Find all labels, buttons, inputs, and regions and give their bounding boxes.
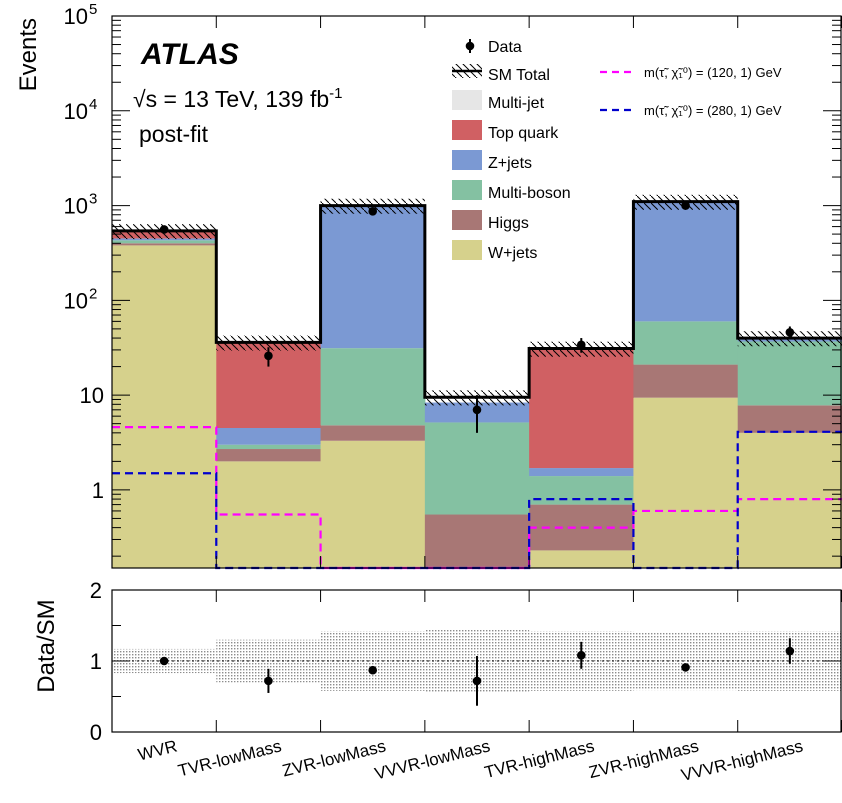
ratio-points — [159, 638, 795, 706]
bar-w-jets-zvr-lowmass — [320, 440, 426, 568]
legend-label-w-jets: W+jets — [488, 245, 537, 262]
ratio-tick-label: 0 — [90, 720, 102, 745]
ratio-point-zvr-lowmass — [368, 665, 378, 675]
legend-data-label: Data — [488, 39, 522, 56]
bar-z-jets-zvr-lowmass — [320, 206, 426, 349]
legend-label-higgs: Higgs — [488, 215, 529, 232]
legend-label-z-jets: Z+jets — [488, 155, 532, 172]
bar-z-jets-wvr — [112, 238, 217, 241]
signal-line-2 — [112, 430, 842, 570]
bar-w-jets-vvvr-highmass — [737, 432, 842, 568]
ratio-axis-title: Data/SM — [33, 599, 60, 692]
bar-higgs-wvr — [112, 243, 217, 246]
bar-z-jets-tvr-highmass — [529, 468, 634, 477]
x-label-tvr-lowmass: TVR-lowMass — [176, 736, 283, 780]
y-tick-label: 10 — [64, 194, 88, 219]
ratio-axis-ticks: 0 1 2 — [90, 578, 841, 745]
bar-top-quark-tvr-highmass — [529, 348, 634, 469]
signal-lines — [112, 425, 842, 570]
bar-multi-boson-zvr-lowmass — [320, 348, 426, 426]
bar-multi-boson-vvvr-lowmass — [424, 422, 530, 515]
legend: Data SM Total Multi-jet Top quark Z+jets Mult… — [452, 39, 782, 262]
bar-multi-boson-tvr-highmass — [529, 476, 634, 505]
legend-swatch-w-jets — [452, 240, 482, 260]
y-tick-label-exp: 5 — [89, 1, 97, 18]
stacked-bars — [112, 202, 842, 568]
x-label-wvr: WVR — [136, 736, 179, 764]
ratio-point-tvr-highmass — [576, 651, 586, 660]
bar-w-jets-wvr — [112, 245, 217, 568]
legend-label-multi-boson: Multi-boson — [488, 185, 571, 202]
legend-signal-label-1: m(τ̃, χ̃₁⁰) = (120, 1) GeV — [644, 65, 782, 80]
legend-signal-label-2: m(τ̃, χ̃₁⁰) = (280, 1) GeV — [644, 103, 782, 118]
legend-swatch-top-quark — [452, 120, 482, 140]
top-frame — [111, 15, 842, 569]
x-label-zvr-lowmass: ZVR-lowMass — [280, 736, 387, 780]
legend-swatch-multi-jet — [452, 90, 482, 110]
y-tick-label: 10 — [64, 288, 88, 313]
data-point-tvr-lowmass — [264, 351, 273, 361]
bar-higgs-vvvr-lowmass — [424, 514, 530, 568]
bar-w-jets-tvr-highmass — [529, 550, 634, 568]
legend-sm-label: SM Total — [488, 67, 550, 84]
data-point-zvr-lowmass — [368, 206, 378, 216]
bar-z-jets-zvr-highmass — [633, 202, 739, 322]
bar-multi-boson-zvr-highmass — [633, 321, 739, 365]
y-tick-label: 10 — [80, 383, 104, 408]
y-tick-label-exp: 3 — [89, 191, 97, 208]
data-point-vvvr-lowmass — [472, 405, 482, 415]
legend-swatch-higgs — [452, 210, 482, 230]
bar-higgs-zvr-lowmass — [320, 425, 426, 441]
y-tick-label: 10 — [64, 4, 88, 29]
x-axis-labels: WVRTVR-lowMassZVR-lowMassVVVR-lowMassTVR… — [136, 736, 805, 785]
legend-swatch-z-jets — [452, 150, 482, 170]
data-point-wvr — [159, 225, 169, 234]
data-point-tvr-highmass — [576, 340, 586, 350]
data-point-vvvr-highmass — [785, 328, 795, 337]
ratio-tick-label: 1 — [90, 649, 102, 674]
ratio-point-wvr — [159, 656, 169, 666]
status-label: post-fit — [139, 121, 209, 147]
energy-label-sup: -1 — [329, 85, 342, 102]
legend-swatch-multi-boson — [452, 180, 482, 200]
x-label-vvvr-highmass: VVVR-highMass — [679, 736, 805, 785]
data-point-zvr-highmass — [681, 201, 690, 210]
ratio-band-zvr-highmass — [633, 631, 738, 691]
energy-label: √s = 13 TeV, 139 fb-1 — [133, 85, 342, 112]
legend-label-top-quark: Top quark — [488, 125, 559, 142]
x-label-vvvr-lowmass: VVVR-lowMass — [373, 736, 492, 783]
bar-multi-boson-vvvr-highmass — [737, 341, 842, 406]
bar-z-jets-tvr-lowmass — [216, 427, 322, 445]
ratio-tick-label: 2 — [90, 578, 102, 603]
bar-higgs-tvr-lowmass — [216, 449, 322, 462]
ratio-point-vvvr-highmass — [785, 646, 795, 656]
bar-higgs-vvvr-highmass — [737, 405, 842, 433]
ratio-point-vvvr-lowmass — [472, 676, 482, 686]
x-label-tvr-highmass: TVR-highMass — [483, 736, 597, 782]
data-points — [159, 201, 795, 433]
legend-data-marker — [465, 41, 475, 51]
y-tick-label-exp: 2 — [89, 285, 97, 302]
bar-multi-boson-tvr-lowmass — [216, 444, 322, 450]
ratio-point-tvr-lowmass — [264, 676, 273, 686]
y-tick-label: 1 — [92, 478, 104, 503]
y-tick-label: 10 — [64, 99, 88, 124]
bar-multi-boson-wvr — [112, 240, 217, 244]
y-axis-title: Events — [15, 18, 42, 91]
bar-higgs-zvr-highmass — [633, 364, 739, 398]
legend-label-multi-jet: Multi-jet — [488, 95, 545, 112]
ratio-point-zvr-highmass — [681, 663, 690, 672]
atlas-label: ATLAS — [140, 38, 239, 71]
y-tick-label-exp: 4 — [89, 96, 97, 113]
bar-w-jets-zvr-highmass — [633, 397, 739, 568]
